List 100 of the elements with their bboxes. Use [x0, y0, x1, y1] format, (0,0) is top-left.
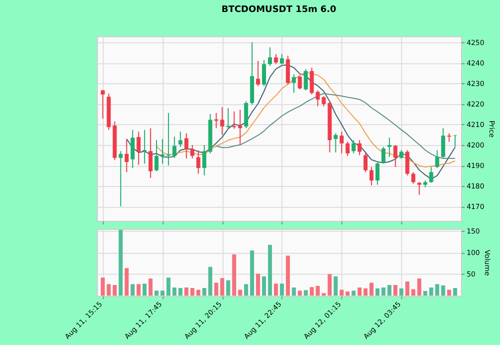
bar [268, 244, 272, 296]
bar [250, 250, 254, 296]
bar [118, 230, 123, 296]
candlestick [202, 144, 206, 176]
candlestick [130, 129, 135, 168]
bar [112, 284, 117, 296]
bar [232, 254, 236, 296]
bar [352, 290, 356, 296]
candlestick [304, 68, 308, 91]
candlestick [429, 166, 434, 184]
candlestick [166, 112, 170, 166]
candlestick [196, 150, 200, 174]
bar [166, 278, 170, 296]
candlestick [280, 54, 284, 65]
bar [340, 290, 344, 296]
bar [447, 290, 452, 296]
bar [298, 290, 302, 296]
bar [328, 274, 332, 296]
candlestick [334, 132, 338, 153]
bar [364, 288, 368, 296]
bar [256, 274, 260, 296]
bar [262, 276, 266, 296]
bar [405, 282, 410, 296]
bar [286, 256, 290, 296]
candlestick [256, 60, 260, 87]
candlestick [118, 150, 123, 207]
bar [292, 288, 296, 296]
bar [238, 290, 242, 296]
candlestick [214, 112, 218, 129]
candlestick [136, 131, 141, 166]
bar [429, 288, 434, 296]
bar [154, 290, 159, 296]
candlestick [340, 131, 344, 154]
candlestick [268, 46, 272, 66]
candlestick [100, 89, 105, 120]
candlestick [160, 138, 164, 164]
candlestick [292, 74, 296, 94]
bar [358, 288, 362, 296]
bar [435, 284, 440, 296]
bar [441, 285, 446, 296]
candlestick [417, 182, 422, 196]
bar [220, 278, 224, 296]
line-series [156, 72, 456, 168]
bar [148, 278, 153, 296]
candlestick [435, 150, 440, 168]
bar [244, 284, 248, 296]
bar [190, 288, 194, 296]
candlestick [274, 54, 278, 65]
bar [387, 284, 392, 296]
bar [100, 278, 105, 296]
bar [375, 288, 380, 296]
candlestick [220, 106, 224, 136]
candlestick [381, 146, 386, 164]
bar [214, 282, 218, 296]
bar [124, 268, 129, 296]
bar [393, 284, 398, 296]
bar [202, 288, 206, 296]
bar [142, 284, 147, 296]
candlestick [370, 166, 374, 186]
bar [172, 288, 176, 296]
candlestick [453, 134, 458, 148]
candlestick [298, 76, 302, 90]
bar [160, 290, 164, 296]
candlestick [232, 110, 236, 130]
candlestick [358, 140, 362, 156]
candlestick [310, 67, 314, 96]
bar [411, 289, 416, 296]
candlestick [441, 128, 446, 158]
bar [226, 280, 230, 296]
candlestick [190, 144, 194, 160]
bar [304, 290, 308, 296]
bar [178, 288, 182, 296]
bar [184, 288, 188, 296]
bar [208, 266, 212, 296]
candlestick [375, 162, 380, 186]
candlestick [364, 152, 368, 173]
chart-title: BTCDOMUSDT 15m 6.0 [221, 4, 336, 15]
candlestick [346, 141, 350, 156]
candlestick [262, 60, 266, 87]
candlestick [411, 172, 416, 184]
candlestick [178, 131, 182, 148]
candlestick [172, 136, 176, 158]
candlestick [184, 132, 188, 160]
candlestick [286, 55, 290, 85]
candlestick [244, 100, 248, 129]
candlestick [154, 140, 159, 172]
bar [310, 287, 314, 296]
bar [417, 278, 422, 296]
bar [334, 276, 338, 296]
bar [280, 284, 284, 296]
bar [136, 284, 141, 296]
bar [399, 288, 404, 296]
bar [346, 291, 350, 296]
candlestick [226, 108, 230, 129]
bar [381, 288, 386, 296]
candlestick [148, 128, 153, 179]
bar [453, 288, 458, 296]
candlestick [387, 137, 392, 158]
candlestick [352, 140, 356, 154]
bar [274, 284, 278, 296]
